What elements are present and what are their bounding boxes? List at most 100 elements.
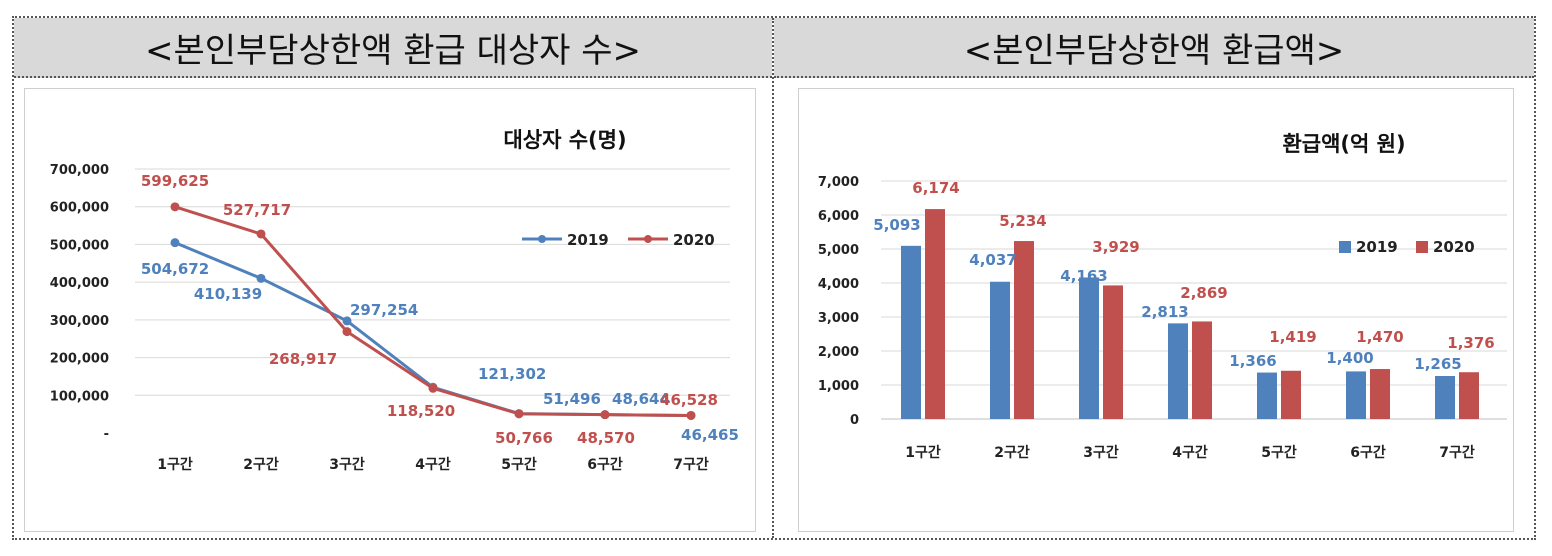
data-point bbox=[256, 229, 266, 239]
bar-2019-5 bbox=[1257, 372, 1277, 419]
line-chart: 대상자 수(명) - 100,000 200,000 300,000 400,000 500… bbox=[50, 128, 739, 473]
y-tick-label: 4,000 bbox=[818, 277, 859, 292]
legend-label-2019: 2019 bbox=[567, 231, 609, 249]
data-label: 46,528 bbox=[660, 391, 718, 409]
data-point bbox=[514, 409, 524, 419]
data-label: 5,093 bbox=[873, 216, 920, 234]
legend-label-2020: 2020 bbox=[1433, 238, 1475, 256]
bar-2020-4 bbox=[1192, 321, 1212, 419]
y-tick-label: 700,000 bbox=[50, 163, 109, 178]
x-tick-label: 3구간 bbox=[1083, 444, 1119, 461]
x-tick-label: 2구간 bbox=[243, 456, 279, 473]
data-label: 527,717 bbox=[223, 201, 291, 219]
figure-frame: <본인부담상한액 환급 대상자 수> 대상자 수(명) - 100,000 200,0… bbox=[12, 16, 1536, 540]
y-tick-label: 1,000 bbox=[818, 379, 859, 394]
x-tick-label: 3구간 bbox=[329, 456, 365, 473]
bar-2020-1 bbox=[925, 209, 945, 419]
data-point bbox=[342, 327, 352, 337]
x-tick-label: 6구간 bbox=[587, 456, 623, 473]
y-tick-label: 500,000 bbox=[50, 238, 109, 253]
data-label: 1,376 bbox=[1447, 334, 1494, 352]
y-tick-label: 3,000 bbox=[818, 311, 859, 326]
data-label: 3,929 bbox=[1092, 238, 1139, 256]
data-label: 297,254 bbox=[350, 301, 418, 319]
data-label: 118,520 bbox=[387, 402, 455, 420]
bar-2019-3 bbox=[1079, 277, 1099, 419]
data-label: 268,917 bbox=[269, 350, 337, 368]
x-tick-label: 2구간 bbox=[994, 444, 1030, 461]
data-label: 6,174 bbox=[912, 179, 959, 197]
legend-label-2020: 2020 bbox=[673, 231, 715, 249]
y-tick-label: 5,000 bbox=[818, 243, 859, 258]
data-point bbox=[170, 202, 180, 212]
bar-2020-7 bbox=[1459, 372, 1479, 419]
bar-2020-5 bbox=[1281, 370, 1301, 419]
x-tick-label: 5구간 bbox=[1261, 444, 1297, 461]
y-tick-label: 2,000 bbox=[818, 345, 859, 360]
chart-title: 환급액(억 원) bbox=[1282, 132, 1405, 156]
right-panel: <본인부담상한액 환급액> 환급액(억 원) 0 1,000 2,000 3,000 4,… bbox=[774, 18, 1534, 538]
data-label: 410,139 bbox=[194, 285, 262, 303]
bar-2019-1 bbox=[901, 245, 921, 419]
data-label: 1,400 bbox=[1326, 349, 1373, 367]
bar-2019-7 bbox=[1435, 375, 1455, 419]
x-tick-label: 1구간 bbox=[157, 456, 193, 473]
y-tick-label: 300,000 bbox=[50, 314, 109, 329]
legend-swatch-2020 bbox=[1416, 241, 1428, 253]
data-point bbox=[686, 410, 696, 420]
bar-2019-4 bbox=[1168, 323, 1188, 419]
data-point bbox=[170, 238, 180, 248]
chart-title: 대상자 수(명) bbox=[503, 128, 626, 152]
y-tick-label: 6,000 bbox=[818, 209, 859, 224]
data-label: 5,234 bbox=[999, 212, 1046, 230]
data-label: 1,265 bbox=[1414, 355, 1461, 373]
data-label: 121,302 bbox=[478, 365, 546, 383]
x-tick-label: 5구간 bbox=[501, 456, 537, 473]
data-label: 4,163 bbox=[1060, 267, 1107, 285]
y-tick-label: 0 bbox=[850, 413, 859, 428]
x-tick-label: 4구간 bbox=[1172, 444, 1208, 461]
bar-2020-2 bbox=[1014, 241, 1034, 419]
data-label: 1,470 bbox=[1356, 328, 1403, 346]
data-label: 4,037 bbox=[969, 251, 1016, 269]
data-label: 48,570 bbox=[577, 429, 635, 447]
bar-2020-3 bbox=[1103, 285, 1123, 419]
y-tick-label: - bbox=[104, 427, 109, 442]
data-label: 1,419 bbox=[1269, 328, 1316, 346]
x-tick-label: 6구간 bbox=[1350, 444, 1386, 461]
data-label: 51,496 bbox=[543, 390, 601, 408]
data-label: 2,869 bbox=[1180, 284, 1227, 302]
line-chart-box: 대상자 수(명) - 100,000 200,000 300,000 400,000 500… bbox=[24, 88, 756, 532]
y-tick-label: 7,000 bbox=[818, 175, 859, 190]
x-tick-label: 1구간 bbox=[905, 444, 941, 461]
data-point bbox=[342, 316, 352, 326]
data-point bbox=[600, 410, 610, 420]
data-label: 50,766 bbox=[495, 429, 553, 447]
y-tick-label: 400,000 bbox=[50, 276, 109, 291]
bar-2019-2 bbox=[990, 281, 1010, 419]
y-tick-label: 100,000 bbox=[50, 389, 109, 404]
bar-2020-6 bbox=[1370, 369, 1390, 419]
left-panel-title: <본인부담상한액 환급 대상자 수> bbox=[14, 18, 772, 78]
data-point bbox=[428, 383, 438, 393]
data-point bbox=[256, 273, 266, 283]
x-tick-label: 4구간 bbox=[415, 456, 451, 473]
y-tick-label: 200,000 bbox=[50, 352, 109, 367]
legend-label-2019: 2019 bbox=[1356, 238, 1398, 256]
bar-2019-6 bbox=[1346, 371, 1366, 419]
data-label: 46,465 bbox=[681, 426, 739, 444]
y-tick-label: 600,000 bbox=[50, 201, 109, 216]
legend-marker-2020 bbox=[644, 235, 652, 243]
data-label: 1,366 bbox=[1229, 352, 1276, 370]
bar-chart: 환급액(억 원) 0 1,000 2,000 3,000 4,000 5,000 6,000 7… bbox=[818, 132, 1507, 461]
data-label: 2,813 bbox=[1141, 303, 1188, 321]
x-tick-label: 7구간 bbox=[1439, 444, 1475, 461]
legend-marker-2019 bbox=[538, 235, 546, 243]
data-label: 48,644 bbox=[612, 390, 670, 408]
x-tick-label: 7구간 bbox=[673, 456, 709, 473]
bar-chart-box: 환급액(억 원) 0 1,000 2,000 3,000 4,000 5,000 6,000 7… bbox=[798, 88, 1514, 532]
legend-swatch-2019 bbox=[1339, 241, 1351, 253]
data-label: 504,672 bbox=[141, 260, 209, 278]
left-panel: <본인부담상한액 환급 대상자 수> 대상자 수(명) - 100,000 200,0… bbox=[14, 18, 774, 538]
data-label: 599,625 bbox=[141, 172, 209, 190]
